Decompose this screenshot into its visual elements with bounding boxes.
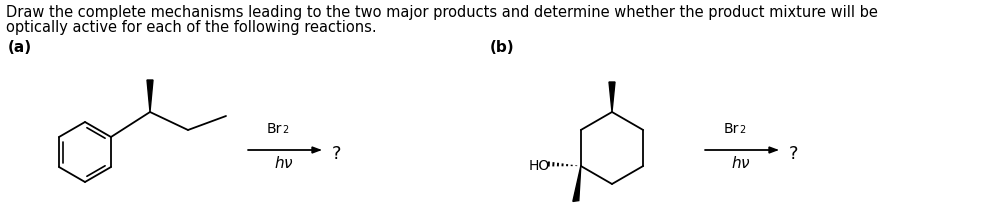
- Text: ?: ?: [332, 145, 341, 163]
- Text: (b): (b): [490, 40, 515, 55]
- Text: ?: ?: [789, 145, 799, 163]
- Text: (a): (a): [8, 40, 32, 55]
- Text: $h\nu$: $h\nu$: [731, 155, 751, 171]
- Text: Br: Br: [723, 122, 739, 136]
- Text: $_2$: $_2$: [739, 122, 746, 136]
- Polygon shape: [769, 147, 777, 153]
- Text: $_2$: $_2$: [282, 122, 290, 136]
- Text: optically active for each of the following reactions.: optically active for each of the followi…: [6, 20, 377, 35]
- Polygon shape: [147, 80, 153, 112]
- Text: Br: Br: [267, 122, 282, 136]
- Polygon shape: [312, 147, 320, 153]
- Text: $h\nu$: $h\nu$: [274, 155, 294, 171]
- Text: Draw the complete mechanisms leading to the two major products and determine whe: Draw the complete mechanisms leading to …: [6, 5, 878, 20]
- Polygon shape: [609, 82, 615, 112]
- Polygon shape: [572, 166, 581, 201]
- Text: HO: HO: [529, 159, 551, 173]
